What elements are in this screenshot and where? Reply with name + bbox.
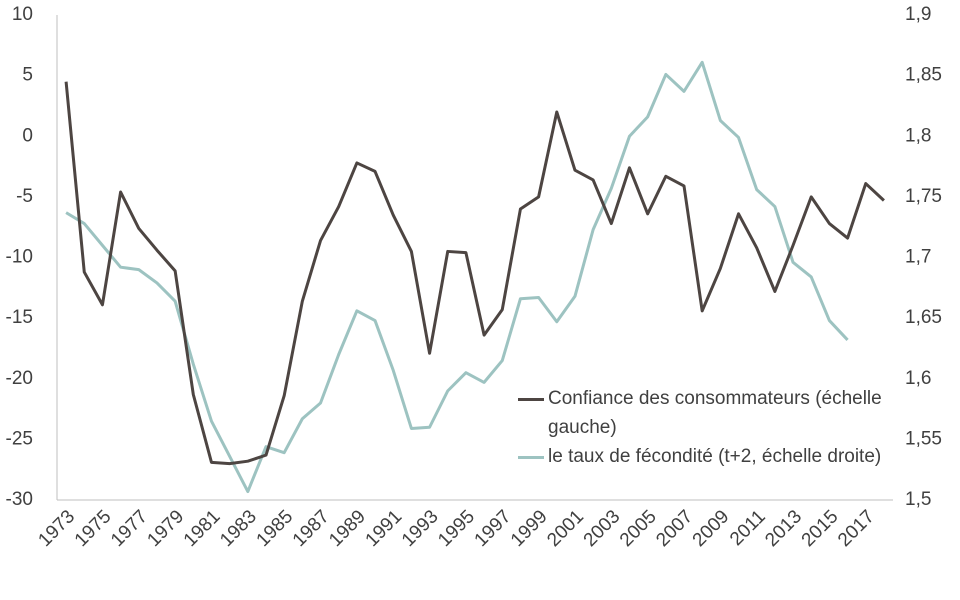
x-tick-label: 1985 (253, 506, 298, 551)
y-tick-label: -10 (6, 247, 33, 268)
y-tick-label: 5 (22, 65, 33, 86)
y2-tick-label: 1,75 (905, 186, 942, 207)
x-tick-label: 2015 (798, 506, 843, 551)
x-tick-label: 1993 (398, 506, 443, 551)
x-tick-label: 1983 (216, 506, 261, 551)
x-tick-label: 1981 (180, 506, 225, 551)
x-tick-label: 2013 (761, 506, 806, 551)
x-tick-label: 2009 (689, 506, 734, 551)
x-tick-label: 1975 (71, 506, 116, 551)
y-tick-label: 10 (12, 4, 33, 25)
y2-tick-label: 1,65 (905, 307, 942, 328)
x-tick-label: 1995 (434, 506, 479, 551)
x-tick-label: 1977 (107, 506, 152, 551)
legend-label: le taux de fécondité (t+2, échelle droit… (548, 446, 882, 467)
y-tick-label: -30 (6, 489, 33, 510)
y-tick-label: -5 (16, 186, 33, 207)
series-line (64, 81, 885, 466)
y2-tick-label: 1,9 (905, 4, 931, 25)
x-tick-label: 2001 (543, 506, 588, 551)
legend-label: Confiance des consommateurs (échelle gau… (548, 388, 882, 438)
x-tick-label: 2007 (652, 506, 697, 551)
legend-item: Confiance des consommateurs (échelle gau… (518, 384, 888, 442)
y2-tick-label: 1,5 (905, 489, 931, 510)
legend-item: le taux de fécondité (t+2, échelle droit… (518, 442, 888, 471)
y2-tick-label: 1,8 (905, 125, 931, 146)
legend-swatch (518, 398, 544, 401)
y2-tick-label: 1,85 (905, 65, 942, 86)
x-tick-label: 2017 (834, 506, 879, 551)
x-tick-label: 1973 (34, 506, 79, 551)
y-tick-label: -15 (6, 307, 33, 328)
y-tick-label: 0 (22, 125, 33, 146)
x-tick-label: 1997 (471, 506, 516, 551)
y2-tick-label: 1,55 (905, 428, 942, 449)
legend: Confiance des consommateurs (échelle gau… (518, 384, 888, 471)
legend-swatch (518, 456, 544, 459)
x-tick-label: 1979 (143, 506, 188, 551)
x-tick-label: 2003 (580, 506, 625, 551)
x-tick-label: 1999 (507, 506, 552, 551)
series-line (65, 60, 849, 494)
x-tick-label: 2005 (616, 506, 661, 551)
x-tick-label: 1987 (289, 506, 334, 551)
y-tick-label: -20 (6, 368, 33, 389)
x-tick-label: 1991 (362, 506, 407, 551)
y2-tick-label: 1,7 (905, 247, 931, 268)
y2-tick-label: 1,6 (905, 368, 931, 389)
x-tick-label: 1989 (325, 506, 370, 551)
y-tick-label: -25 (6, 428, 33, 449)
x-tick-label: 2011 (726, 506, 770, 550)
